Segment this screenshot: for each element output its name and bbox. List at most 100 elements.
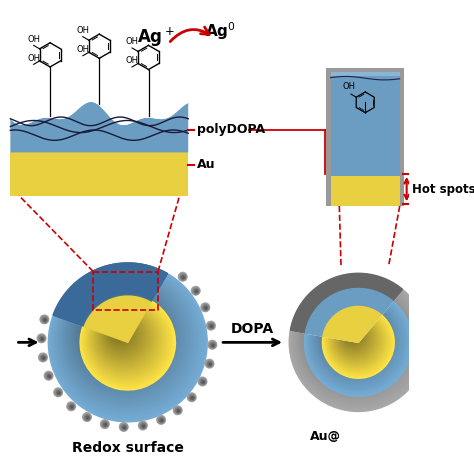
Wedge shape [117,329,120,332]
Wedge shape [103,319,141,354]
Circle shape [100,311,130,341]
Text: polyDOPA: polyDOPA [197,123,265,137]
Circle shape [64,277,184,398]
Text: Hot spots: Hot spots [412,182,474,196]
Wedge shape [322,315,394,378]
Circle shape [69,404,74,410]
Wedge shape [335,320,367,349]
Circle shape [173,406,182,415]
Circle shape [63,276,186,400]
Wedge shape [93,311,156,370]
Circle shape [321,303,379,361]
Circle shape [87,300,149,361]
Circle shape [295,279,419,403]
Circle shape [58,392,59,393]
Circle shape [110,321,114,325]
Circle shape [119,423,128,431]
Circle shape [290,274,426,410]
Wedge shape [334,322,377,360]
Wedge shape [337,324,373,356]
Wedge shape [331,320,381,365]
Circle shape [200,379,206,384]
Circle shape [70,405,73,409]
Circle shape [87,417,88,419]
Circle shape [161,419,163,421]
Circle shape [64,278,183,397]
Circle shape [106,317,121,332]
Circle shape [85,415,90,419]
Wedge shape [315,308,397,380]
Circle shape [341,322,350,331]
Wedge shape [86,306,166,380]
Circle shape [94,306,138,350]
Circle shape [338,319,354,335]
Circle shape [208,323,214,329]
Circle shape [207,322,215,329]
Wedge shape [101,317,144,357]
Text: Au: Au [197,158,215,171]
Circle shape [199,378,206,385]
Text: OH: OH [342,82,356,91]
Wedge shape [333,321,379,362]
Circle shape [86,299,150,362]
Wedge shape [100,317,145,358]
Circle shape [294,278,420,404]
Wedge shape [83,303,171,385]
Circle shape [59,273,191,406]
Circle shape [77,290,164,377]
Wedge shape [339,323,360,342]
Circle shape [177,410,179,412]
Circle shape [205,359,214,368]
Circle shape [98,309,133,345]
Circle shape [208,340,217,349]
Circle shape [39,336,45,341]
Wedge shape [338,323,362,344]
Circle shape [138,421,147,430]
Wedge shape [99,316,147,360]
Circle shape [333,314,363,344]
Wedge shape [332,321,380,364]
Bar [331,176,400,206]
Circle shape [301,284,410,393]
Circle shape [203,305,208,310]
Circle shape [189,395,195,400]
Wedge shape [81,301,174,389]
Circle shape [56,391,61,395]
Circle shape [80,293,160,372]
Text: OH: OH [27,35,40,44]
Circle shape [201,380,205,384]
Polygon shape [290,273,403,333]
Wedge shape [84,304,170,384]
Circle shape [96,308,136,347]
Circle shape [59,273,191,404]
Wedge shape [321,312,388,371]
Wedge shape [92,310,157,371]
Circle shape [71,284,174,387]
Circle shape [94,305,139,351]
Wedge shape [112,326,127,339]
Circle shape [212,344,214,346]
Circle shape [90,301,145,357]
Wedge shape [318,310,393,376]
Wedge shape [349,332,354,337]
Circle shape [49,376,50,377]
Circle shape [48,263,207,422]
Circle shape [303,286,407,390]
Wedge shape [84,304,169,383]
Circle shape [52,266,202,417]
Wedge shape [93,311,155,369]
Wedge shape [337,324,372,356]
Circle shape [100,420,109,428]
Circle shape [43,357,45,359]
Circle shape [337,318,356,337]
Circle shape [209,323,214,328]
Text: Au@: Au@ [310,430,341,444]
Wedge shape [311,306,402,385]
Circle shape [291,275,425,409]
Circle shape [89,301,146,358]
Circle shape [310,292,397,380]
Circle shape [190,395,194,400]
Circle shape [300,283,412,396]
Circle shape [211,344,215,347]
Circle shape [178,410,179,411]
